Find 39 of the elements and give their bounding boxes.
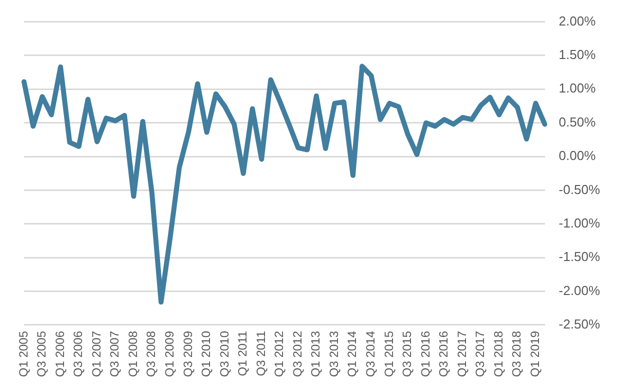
y-tick-label: 1.00%: [558, 80, 596, 96]
x-tick-label: Q1 2019: [528, 330, 542, 378]
x-tick-label: Q1 2018: [491, 330, 506, 378]
x-tick-label: Q3 2008: [144, 330, 158, 378]
x-tick-label: Q1 2008: [126, 330, 140, 378]
x-tick-label: Q1 2007: [89, 330, 104, 378]
x-tick-label: Q3 2017: [473, 330, 488, 378]
x-tick-label: Q3 2007: [108, 330, 122, 378]
x-tick-label: Q3 2006: [71, 330, 86, 378]
y-tick-label: 2.00%: [558, 13, 596, 28]
x-tick-label: Q1 2013: [308, 330, 323, 378]
y-tick-label: 0.50%: [558, 114, 596, 130]
x-tick-label: Q3 2012: [290, 330, 304, 378]
x-tick-label: Q3 2015: [400, 330, 414, 378]
y-tick-label: 1.50%: [558, 47, 596, 62]
x-tick-label: Q1 2017: [454, 330, 469, 378]
x-tick-label: Q3 2013: [326, 330, 341, 378]
x-tick-label: Q1 2012: [272, 330, 286, 378]
y-tick-label: -2.00%: [558, 282, 600, 298]
y-tick-label: -2.50%: [558, 316, 600, 332]
y-tick-label: -1.50%: [558, 249, 600, 264]
x-tick-label: Q3 2005: [34, 330, 49, 378]
x-tick-label: Q3 2010: [217, 330, 232, 378]
x-tick-label: Q1 2014: [345, 330, 360, 378]
x-tick-label: Q1 2015: [382, 330, 396, 378]
x-tick-label: Q3 2018: [510, 330, 524, 378]
x-tick-label: Q1 2009: [162, 330, 177, 378]
x-tick-label: Q3 2011: [254, 330, 268, 376]
x-tick-label: Q3 2009: [180, 330, 195, 378]
x-tick-label: Q1 2010: [199, 330, 214, 378]
x-tick-label: Q1 2011: [236, 330, 250, 376]
x-tick-label: Q1 2016: [418, 330, 432, 378]
x-tick-label: Q3 2016: [436, 330, 451, 378]
y-tick-label: -1.00%: [558, 215, 600, 230]
x-tick-label: Q1 2006: [52, 330, 67, 378]
y-tick-label: 0.00%: [558, 148, 596, 164]
y-tick-label: -0.50%: [558, 182, 600, 197]
x-tick-label: Q3 2014: [364, 330, 378, 378]
x-tick-label: Q1 2005: [16, 330, 30, 378]
